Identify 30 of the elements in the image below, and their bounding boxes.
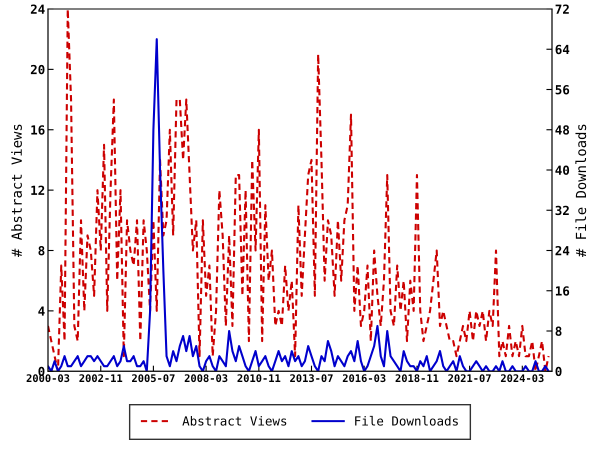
y2-tick-label: 64 (556, 44, 570, 54)
y2-tick-label: 32 (556, 206, 569, 216)
x-tick-label: 2016-03 (342, 374, 386, 382)
x-tick-label: 2013-07 (290, 374, 333, 382)
y-axis-title: # Abstract Views (11, 124, 22, 258)
x-tick-label: 2010-11 (237, 374, 280, 382)
y-tick-label: 4 (38, 306, 45, 316)
y-tick-label: 8 (38, 246, 44, 256)
x-tick-label: 2005-07 (132, 374, 175, 382)
x-tick-label: 2008-03 (184, 374, 228, 382)
y2-axis-title: # File Downloads (575, 124, 586, 258)
y-tick-label: 12 (31, 186, 44, 195)
y2-tick-label: 8 (556, 326, 562, 336)
y-tick-label: 16 (31, 125, 45, 135)
x-tick-label: 2024-03 (500, 374, 544, 382)
y2-tick-label: 56 (556, 84, 570, 94)
x-tick-label: 2021-07 (448, 374, 491, 382)
x-tick-label: 2002-11 (79, 374, 122, 382)
x-tick-label: 2000-03 (26, 374, 70, 382)
x-tick-label: 2018-11 (396, 374, 438, 382)
y2-tick-label: 72 (556, 4, 569, 14)
y2-tick-label: 40 (555, 165, 570, 175)
y-tick-label: 20 (30, 64, 44, 74)
legend-label: File Downloads (355, 416, 458, 426)
y2-tick-label: 16 (556, 286, 570, 296)
y2-tick-label: 0 (556, 366, 562, 376)
y2-tick-label: 24 (555, 246, 570, 256)
y-tick-label: 24 (30, 4, 45, 14)
legend-label: Abstract Views (182, 416, 286, 426)
y2-tick-label: 48 (555, 125, 570, 135)
